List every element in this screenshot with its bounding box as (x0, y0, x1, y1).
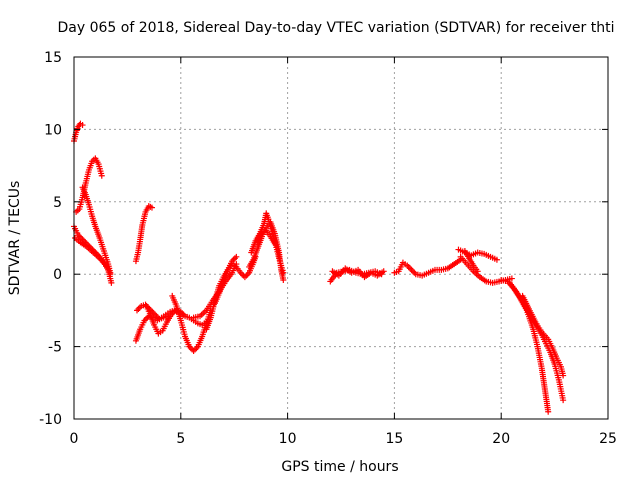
data-point-interp (231, 255, 238, 262)
series-seg-f (132, 203, 155, 265)
chart-title: Day 065 of 2018, Sidereal Day-to-day VTE… (58, 20, 615, 36)
data-point (545, 408, 552, 415)
x-tick-label: 25 (599, 431, 617, 447)
x-tick-label: 10 (279, 431, 297, 447)
data-point (493, 256, 500, 263)
data-point-interp (407, 265, 414, 272)
data-point (148, 204, 155, 211)
x-tick-labels: 0 5 10 15 20 25 (70, 431, 617, 447)
y-tick-labels: -10 -5 0 5 10 15 (39, 50, 62, 428)
data-point-interp (135, 305, 142, 312)
series-seg-y (519, 292, 567, 379)
data-point (380, 268, 387, 275)
y-tick-label: 5 (53, 195, 62, 211)
series-seg-i (143, 303, 171, 323)
series-seg-a (71, 120, 86, 144)
x-tick-label: 15 (385, 431, 403, 447)
data-point (98, 172, 105, 179)
data-point (79, 122, 86, 129)
data-point (271, 240, 278, 247)
data-marks (71, 120, 567, 415)
grid (74, 57, 608, 419)
y-tick-label: -10 (39, 412, 62, 428)
y-tick-label: 10 (44, 122, 62, 138)
data-point (560, 397, 567, 404)
data-point (190, 347, 197, 354)
series-seg-p (254, 227, 278, 247)
y-tick-label: 0 (53, 267, 62, 283)
series-seg-c (79, 184, 114, 276)
x-tick-label: 20 (492, 431, 510, 447)
data-point-interp (155, 314, 162, 321)
data-point-interp (239, 271, 246, 278)
series-seg-e (72, 235, 114, 278)
data-point-interp (405, 263, 412, 270)
data-point (108, 279, 115, 286)
y-tick-label: 15 (44, 50, 62, 66)
series-seg-v (461, 248, 481, 275)
data-point (107, 271, 114, 278)
x-axis-label: GPS time / hours (281, 459, 398, 475)
series-seg-s (391, 256, 464, 279)
y-tick-label: -5 (48, 340, 62, 356)
series-seg-h (134, 301, 210, 337)
data-point (164, 313, 171, 320)
data-point (474, 268, 481, 275)
plot-frame (73, 56, 609, 420)
data-point (408, 266, 415, 273)
series-seg-r (329, 265, 387, 281)
data-point (233, 253, 240, 260)
series-seg-m (211, 253, 240, 307)
data-point-interp (243, 272, 250, 279)
data-point-interp (192, 346, 199, 353)
data-point (508, 275, 515, 282)
data-point (560, 372, 567, 379)
data-point (134, 307, 141, 314)
data-point (241, 274, 248, 281)
series-seg-t (455, 246, 500, 263)
series-seg-j (169, 292, 214, 354)
x-tick-label: 5 (176, 431, 185, 447)
y-axis-label: SDTVAR / TECUs (7, 181, 23, 296)
data-point-interp (409, 268, 416, 275)
axis-ticks (73, 56, 609, 420)
data-point (280, 276, 287, 283)
x-tick-label: 0 (70, 431, 79, 447)
